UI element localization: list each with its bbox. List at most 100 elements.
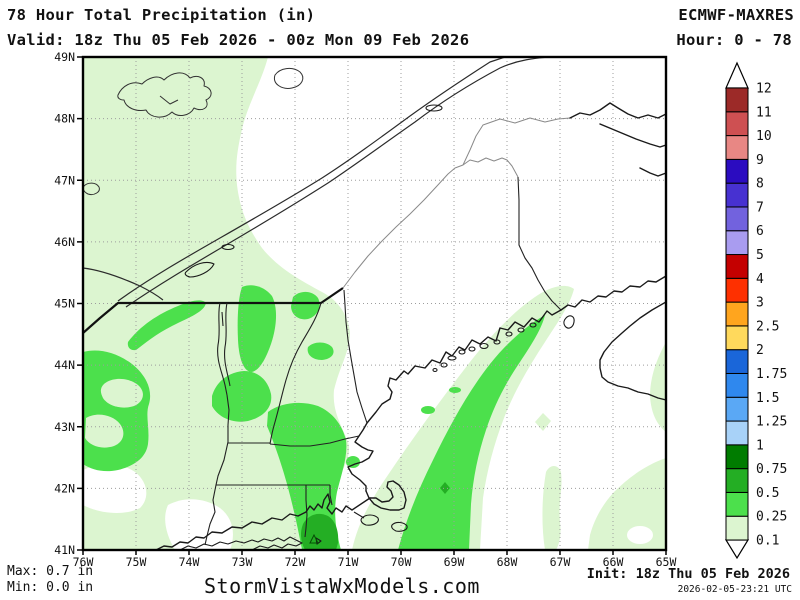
nh-ma-border [269,435,360,447]
colorbar-box [725,206,749,232]
maine-quebec-border [342,157,519,289]
colorbar-box [725,515,749,541]
precip-area-mid-vt-north [237,285,277,372]
dry-hole [627,526,653,544]
river-island [425,104,443,112]
me-nh-border [343,289,368,424]
lat-tick-label: 45N [54,297,75,311]
quebec-lake-arm [159,95,179,105]
page-title: 78 Hour Total Precipitation (in) [7,6,316,24]
colorbar-level-label: 0.1 [756,534,779,549]
precip-area-light-east-sliver [650,342,666,432]
colorbar-box [725,182,749,208]
river-island [221,243,235,251]
colorbar-box [725,111,749,137]
quebec-lake [117,72,212,118]
colorbar-level-label: 3 [756,296,764,311]
colorbar-box [725,420,749,446]
colorbar-arrow-down [724,539,750,560]
canada-us-border [83,287,344,334]
colorbar-level-label: 1.75 [756,367,787,382]
colorbar-level-label: 2 [756,343,764,358]
colorbar-box [725,87,749,113]
colorbar-arrow-up [725,61,749,89]
colorbar-level-label: 0.75 [756,462,787,477]
max-precip-marker [309,533,319,544]
long-island-coastline [179,536,303,550]
min-value-label: Min: 0.0 in [7,580,94,595]
colorbar-level-label: 1.25 [756,415,787,430]
lat-tick-label: 47N [54,173,75,187]
ri-ct-border [304,485,308,538]
colorbar-level-label: 6 [756,224,764,239]
model-name: ECMWF-MAXRES [678,6,794,24]
maine-nh-ma-coastline [347,309,562,492]
watermark: StormVistaWxModels.com [204,574,480,598]
vt-nh-border [269,302,322,445]
river-island [184,261,215,278]
dry-hole [83,464,147,514]
lon-tick-label: 66W [603,555,624,569]
marthas-vineyard [360,514,379,526]
colorbar-box [725,396,749,422]
lon-tick-label: 68W [497,555,518,569]
nova-scotia-coastline [599,301,666,401]
colorbar-level-label: 7 [756,200,764,215]
colorbar-level-label: 10 [756,129,772,144]
ri-ma-border [329,485,333,506]
colorbar-box [725,254,749,279]
colorbar-level-label: 1.5 [756,391,779,406]
colorbar-level-label: 11 [756,105,772,120]
st-lawrence-south-shore [125,57,551,308]
precip-hole-pale [100,378,143,408]
lon-tick-label: 75W [126,555,147,569]
lat-tick-label: 46N [54,235,75,249]
lon-tick-label: 69W [444,555,465,569]
lat-tick-label: 44N [54,358,75,372]
colorbar-box [725,491,749,517]
southern-new-england-coastline [155,493,371,550]
lon-tick-label: 74W [179,555,200,569]
lat-tick-label: 49N [54,50,75,64]
colorbar-box [725,135,749,160]
colorbar-level-label: 1 [756,438,764,453]
precip-area-mid-blob [421,406,435,414]
dry-hole [165,499,233,550]
precip-area-mid-blob [291,291,320,320]
init-time-label: Init: 18z Thu 05 Feb 2026 [586,566,790,582]
colorbar-box [725,468,749,493]
ottawa-river [83,267,164,301]
lon-tick-label: 65W [656,555,677,569]
lon-tick-label: 73W [232,555,253,569]
precip-area-mid-blob [346,456,360,468]
forecast-hour-range: Hour: 0 - 78 [676,31,792,49]
colorbar-box [725,277,749,303]
colorbar-level-label: 0.25 [756,510,787,525]
gaspe-coastline [569,102,666,119]
lon-tick-label: 67W [550,555,571,569]
valid-time-range: Valid: 18z Thu 05 Feb 2026 - 00z Mon 09 … [7,31,470,49]
new-brunswick-fundy-coast [560,275,666,311]
colorbar-level-label: 8 [756,177,764,192]
precip-area-mid-vt-central [212,371,272,422]
precip-area-mid-offshore-band [398,315,545,550]
st-lawrence-north-shore [117,57,506,302]
colorbar-box [725,158,749,184]
colorbar-level-label: 2.5 [756,319,779,334]
max-value-label: Max: 0.7 in [7,564,94,579]
precip-area-mid-blob [307,342,334,360]
axis-ticks-layer: 76W 75W 74W 73W 72W 71W 70W 69W 68W 67W 66W 65W 49N 4… [54,50,676,569]
precip-area-mid-nh-ma-ri-band [267,402,347,550]
colorbar-box [725,301,749,327]
lake-champlain [217,302,231,396]
lon-tick-label: 76W [73,555,94,569]
colorbar-level-label: 9 [756,153,764,168]
lat-tick-label: 41N [54,543,75,557]
init-utc-label: 2026-02-05-23:21 UTC [677,584,792,595]
cape-cod-coastline [365,480,407,511]
colorbar-box [725,444,749,470]
precip-area-mid-ny-cigar [127,300,206,351]
grand-manan-island [563,315,575,329]
